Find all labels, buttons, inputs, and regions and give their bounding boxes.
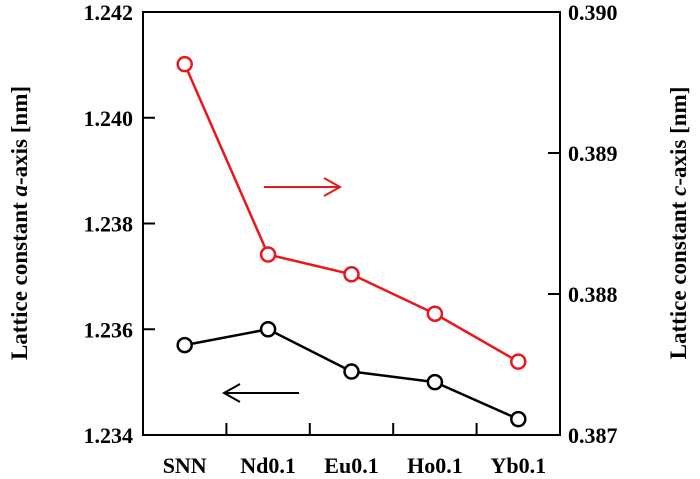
series-layer — [176, 55, 527, 428]
data-point-left-axis — [343, 363, 360, 380]
left-y-tick-label: 1.236 — [84, 317, 134, 342]
labels-layer: SNN Nd0.1 Eu0.1 Ho0.1 Yb0.1 1.234 1.236 1.238 1.… — [84, 0, 618, 478]
right-y-tick-label: 0.389 — [568, 141, 618, 166]
data-point-right-axis — [259, 246, 277, 263]
series-line-right-axis — [183, 63, 519, 363]
x-tick-label: Nd0.1 — [240, 453, 296, 478]
data-point-right-axis — [176, 55, 193, 73]
right-y-tick-label: 0.390 — [568, 0, 618, 25]
left-y-tick-label: 1.234 — [84, 423, 134, 448]
x-tick-label: Ho0.1 — [407, 453, 463, 478]
arrow-left-head — [221, 383, 241, 403]
x-tick-label: Yb0.1 — [490, 453, 546, 478]
data-point-left-axis — [510, 410, 527, 428]
left-axis-title: Lattice constant a-axis [nm] — [7, 86, 32, 360]
data-point-left-axis — [176, 336, 193, 354]
left-y-tick-label: 1.238 — [84, 212, 134, 237]
ticks-layer — [143, 11, 560, 436]
x-tick-label: Eu0.1 — [324, 453, 378, 478]
arrows-layer — [221, 177, 343, 403]
data-point-right-axis — [343, 266, 360, 283]
left-y-tick-label: 1.242 — [84, 0, 134, 25]
right-y-tick-label: 0.388 — [568, 282, 618, 307]
right-axis-title: Lattice constant c-axis [nm] — [666, 87, 691, 360]
data-point-left-axis — [426, 373, 444, 391]
data-point-right-axis — [510, 353, 527, 370]
arrow-right-head — [323, 177, 343, 197]
data-point-left-axis — [259, 321, 277, 338]
data-point-right-axis — [426, 305, 444, 322]
left-y-tick-label: 1.240 — [84, 106, 134, 131]
x-tick-label: SNN — [163, 453, 207, 478]
right-y-tick-label: 0.387 — [568, 423, 618, 448]
